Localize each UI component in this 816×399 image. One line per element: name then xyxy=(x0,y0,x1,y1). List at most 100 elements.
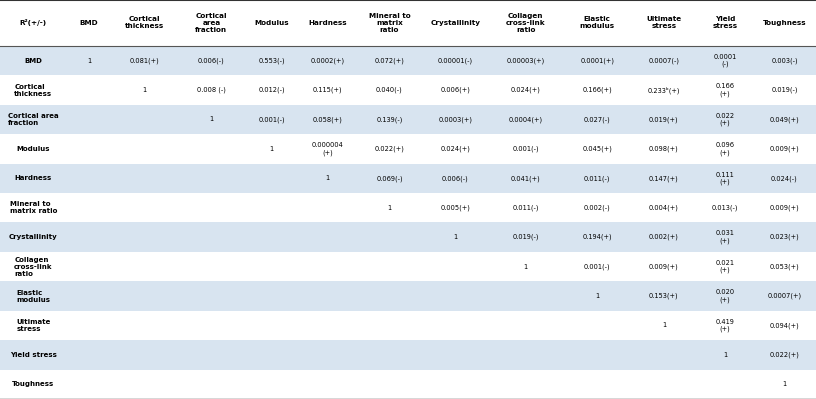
Text: Hardness: Hardness xyxy=(15,175,52,181)
Text: 0.081(+): 0.081(+) xyxy=(130,57,160,64)
Text: 0.024(-): 0.024(-) xyxy=(771,175,798,182)
Text: 0.0007(-): 0.0007(-) xyxy=(649,57,680,64)
Text: 0.023(+): 0.023(+) xyxy=(769,234,800,241)
Text: 1: 1 xyxy=(783,381,787,387)
Text: Ultimate
stress: Ultimate stress xyxy=(646,16,681,30)
Text: 1: 1 xyxy=(326,175,330,181)
Text: 0.053(+): 0.053(+) xyxy=(769,263,800,270)
Text: 0.098(+): 0.098(+) xyxy=(649,146,679,152)
Text: 0.0004(+): 0.0004(+) xyxy=(508,116,543,123)
Text: 0.019(-): 0.019(-) xyxy=(512,234,539,241)
Text: 0.153(+): 0.153(+) xyxy=(649,293,679,299)
Text: 0.005(+): 0.005(+) xyxy=(441,204,470,211)
Text: 0.022(+): 0.022(+) xyxy=(769,352,800,358)
Text: 0.000004
(+): 0.000004 (+) xyxy=(312,142,344,156)
Text: Cortical
area
fraction: Cortical area fraction xyxy=(195,13,228,33)
Text: 0.011(-): 0.011(-) xyxy=(584,175,610,182)
Text: 0.194(+): 0.194(+) xyxy=(583,234,612,241)
Text: Modulus: Modulus xyxy=(16,146,50,152)
Text: 0.009(+): 0.009(+) xyxy=(649,263,679,270)
Text: R²(+/-): R²(+/-) xyxy=(20,20,47,26)
Bar xyxy=(0,164,816,193)
Bar xyxy=(0,0,816,46)
Text: 0.0002(+): 0.0002(+) xyxy=(310,57,344,64)
Text: 0.0001
(-): 0.0001 (-) xyxy=(713,54,737,67)
Text: 0.002(-): 0.002(-) xyxy=(583,204,610,211)
Text: 1: 1 xyxy=(723,352,727,358)
Text: 0.003(-): 0.003(-) xyxy=(771,57,798,64)
Text: Crystallinity: Crystallinity xyxy=(9,234,58,240)
Text: 0.00003(+): 0.00003(+) xyxy=(507,57,545,64)
Bar xyxy=(0,105,816,134)
Text: 0.006(-): 0.006(-) xyxy=(198,57,224,64)
Text: 0.139(-): 0.139(-) xyxy=(376,116,402,123)
Text: 1: 1 xyxy=(524,264,528,270)
Text: 0.166(+): 0.166(+) xyxy=(583,87,612,93)
Text: 0.0007(+): 0.0007(+) xyxy=(767,293,801,299)
Text: Collagen
cross-link
ratio: Collagen cross-link ratio xyxy=(14,257,52,277)
Text: 0.019(-): 0.019(-) xyxy=(771,87,798,93)
Text: 0.069(-): 0.069(-) xyxy=(376,175,403,182)
Text: 0.001(-): 0.001(-) xyxy=(512,146,539,152)
Bar xyxy=(0,281,816,311)
Text: 1: 1 xyxy=(87,57,91,63)
Text: Mineral to
matrix
ratio: Mineral to matrix ratio xyxy=(369,13,410,33)
Text: Cortical
thickness: Cortical thickness xyxy=(125,16,164,30)
Text: 0.040(-): 0.040(-) xyxy=(376,87,403,93)
Text: Crystallinity: Crystallinity xyxy=(430,20,481,26)
Text: 0.115(+): 0.115(+) xyxy=(313,87,342,93)
Text: 0.0003(+): 0.0003(+) xyxy=(438,116,472,123)
Text: 0.058(+): 0.058(+) xyxy=(313,116,342,123)
Text: 0.00001(-): 0.00001(-) xyxy=(437,57,472,64)
Text: Yield
stress: Yield stress xyxy=(712,16,738,30)
Text: 0.002(+): 0.002(+) xyxy=(649,234,679,241)
Text: 0.019(+): 0.019(+) xyxy=(649,116,679,123)
Text: 0.001(-): 0.001(-) xyxy=(259,116,285,123)
Text: Mineral to
matrix ratio: Mineral to matrix ratio xyxy=(10,201,57,214)
Text: BMD: BMD xyxy=(24,57,42,63)
Text: 1: 1 xyxy=(210,117,214,122)
Text: 0.009(+): 0.009(+) xyxy=(769,204,800,211)
Text: 0.006(+): 0.006(+) xyxy=(441,87,470,93)
Text: Toughness: Toughness xyxy=(763,20,806,26)
Text: Modulus: Modulus xyxy=(255,20,289,26)
Text: 0.041(+): 0.041(+) xyxy=(511,175,541,182)
Text: 0.024(+): 0.024(+) xyxy=(441,146,470,152)
Text: 0.072(+): 0.072(+) xyxy=(375,57,405,64)
Text: 0.147(+): 0.147(+) xyxy=(649,175,679,182)
Text: 0.006(-): 0.006(-) xyxy=(442,175,468,182)
Text: 0.021
(+): 0.021 (+) xyxy=(716,260,734,273)
Text: 0.096
(+): 0.096 (+) xyxy=(716,142,734,156)
Text: 1: 1 xyxy=(453,234,457,240)
Text: Toughness: Toughness xyxy=(12,381,55,387)
Text: Elastic
modulus: Elastic modulus xyxy=(16,290,51,302)
Text: 0.419
(+): 0.419 (+) xyxy=(716,319,734,332)
Text: 0.031
(+): 0.031 (+) xyxy=(716,230,734,244)
Text: 0.0001(+): 0.0001(+) xyxy=(580,57,614,64)
Text: 0.020
(+): 0.020 (+) xyxy=(716,289,734,303)
Text: Collagen
cross-link
ratio: Collagen cross-link ratio xyxy=(506,13,546,33)
Text: Cortical
thickness: Cortical thickness xyxy=(15,83,52,97)
Text: 0.553(-): 0.553(-) xyxy=(259,57,285,64)
Text: 0.024(+): 0.024(+) xyxy=(511,87,541,93)
Text: 1: 1 xyxy=(388,205,392,211)
Text: 1: 1 xyxy=(662,322,666,328)
Text: 0.027(-): 0.027(-) xyxy=(583,116,610,123)
Text: 0.013(-): 0.013(-) xyxy=(712,204,738,211)
Text: 1: 1 xyxy=(595,293,599,299)
Text: 0.049(+): 0.049(+) xyxy=(769,116,800,123)
Text: 0.004(+): 0.004(+) xyxy=(649,204,679,211)
Text: 0.022(+): 0.022(+) xyxy=(375,146,405,152)
Text: 0.009(+): 0.009(+) xyxy=(769,146,800,152)
Text: 0.011(-): 0.011(-) xyxy=(512,204,539,211)
Text: 0.045(+): 0.045(+) xyxy=(583,146,612,152)
Text: Yield stress: Yield stress xyxy=(10,352,57,358)
Text: 0.111
(+): 0.111 (+) xyxy=(716,172,734,185)
Text: 0.094(+): 0.094(+) xyxy=(769,322,800,329)
Text: Ultimate
stress: Ultimate stress xyxy=(16,319,51,332)
Text: 0.012(-): 0.012(-) xyxy=(259,87,285,93)
Text: Elastic
modulus: Elastic modulus xyxy=(579,16,614,30)
Text: 0.166
(+): 0.166 (+) xyxy=(716,83,734,97)
Bar xyxy=(0,46,816,75)
Text: BMD: BMD xyxy=(80,20,99,26)
